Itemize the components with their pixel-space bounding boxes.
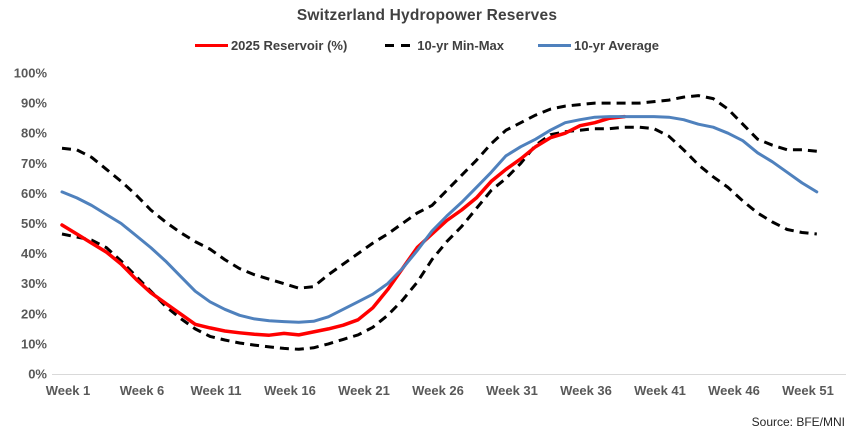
y-tick-label: 70% [21,156,47,171]
y-tick-label: 40% [21,246,47,261]
legend-item-min-max: 10-yr Min-Max [381,38,504,53]
series-line-10-yr-average [60,115,819,324]
legend: 2025 Reservoir (%) 10-yr Min-Max 10-yr A… [0,38,854,53]
x-tick-label: Week 16 [264,383,316,398]
x-tick-label: Week 46 [708,383,760,398]
x-tick-label: Week 21 [338,383,390,398]
y-tick-label: 20% [21,306,47,321]
source-credit: Source: BFE/MNI [751,415,845,429]
series-line-2025-reservoir [60,114,627,337]
x-tick-label: Week 36 [560,383,612,398]
x-tick-label: Week 6 [120,383,165,398]
legend-item-2025-reservoir: 2025 Reservoir (%) [194,38,348,53]
y-tick-label: 10% [21,336,47,351]
x-tick-label: Week 51 [782,383,834,398]
x-tick-label: Week 31 [486,383,538,398]
x-tick-label: Week 26 [412,383,464,398]
y-tick-label: 100% [14,66,48,81]
legend-label: 10-yr Average [574,38,660,53]
legend-label: 10-yr Min-Max [417,38,504,53]
legend-line-swatch-2025 [194,43,228,48]
y-tick-label: 90% [21,96,47,111]
x-tick-label: Week 41 [634,383,686,398]
series-line-10-yr-min [61,125,817,351]
y-tick-label: 60% [21,186,47,201]
y-tick-label: 30% [21,276,47,291]
series-line-10-yr-max [61,94,817,290]
chart-title: Switzerland Hydropower Reserves [296,7,558,24]
y-tick-label: 50% [21,216,47,231]
legend-item-average: 10-yr Average [538,38,659,53]
x-tick-label: Week 1 [46,383,91,398]
legend-line-swatch-average [538,43,571,48]
legend-dashed-swatch-minmax [381,43,414,48]
y-tick-label: 0% [28,367,47,382]
y-tick-label: 80% [21,126,47,141]
x-tick-label: Week 11 [190,383,241,398]
legend-label: 2025 Reservoir (%) [230,38,348,53]
